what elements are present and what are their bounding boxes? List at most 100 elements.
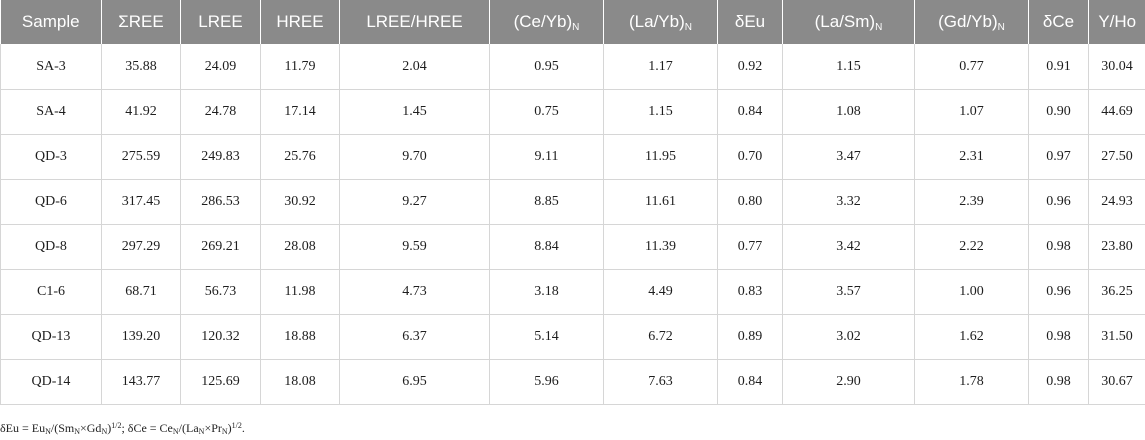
- table-row: SA-4 41.92 24.78 17.14 1.45 0.75 1.15 0.84 1.08 1…: [0, 89, 1145, 135]
- value-cell: 139.20: [101, 314, 181, 360]
- col-header-sample: Sample: [0, 0, 102, 44]
- value-cell: 0.83: [717, 269, 783, 315]
- value-cell: 0.96: [1028, 269, 1089, 315]
- value-cell: 317.45: [101, 179, 181, 225]
- value-cell: 6.72: [603, 314, 718, 360]
- value-cell: 1.07: [914, 89, 1029, 135]
- value-cell: 0.96: [1028, 179, 1089, 225]
- col-header-lree-hree: LREE/HREE: [339, 0, 490, 44]
- value-cell: 2.90: [782, 359, 915, 405]
- value-cell: 143.77: [101, 359, 181, 405]
- value-cell: 2.22: [914, 224, 1029, 270]
- col-header-y-ho: Y/Ho: [1088, 0, 1145, 44]
- value-cell: 297.29: [101, 224, 181, 270]
- value-cell: 0.98: [1028, 314, 1089, 360]
- col-header-gd-yb-n: (Gd/Yb)N: [914, 0, 1029, 44]
- value-cell: 3.42: [782, 224, 915, 270]
- value-cell: 2.04: [339, 44, 490, 90]
- value-cell: 44.69: [1088, 89, 1145, 135]
- value-cell: 30.67: [1088, 359, 1145, 405]
- value-cell: 4.49: [603, 269, 718, 315]
- sample-cell: C1-6: [0, 269, 102, 315]
- value-cell: 0.97: [1028, 134, 1089, 180]
- table-footnote: δEu = EuN/(SmN×GdN)1/2; δCe = CeN/(LaN×P…: [0, 421, 245, 436]
- value-cell: 3.47: [782, 134, 915, 180]
- sample-cell: QD-14: [0, 359, 102, 405]
- value-cell: 1.15: [603, 89, 718, 135]
- value-cell: 17.14: [260, 89, 340, 135]
- value-cell: 11.95: [603, 134, 718, 180]
- col-header-la-yb-n: (La/Yb)N: [603, 0, 718, 44]
- value-cell: 9.11: [489, 134, 604, 180]
- table-row: SA-3 35.88 24.09 11.79 2.04 0.95 1.17 0.92 1.15 0…: [0, 44, 1145, 90]
- ree-data-table: Sample ΣREE LREE HREE LREE/HREE (Ce/Yb)N…: [0, 0, 1145, 405]
- col-header-lree: LREE: [180, 0, 261, 44]
- value-cell: 120.32: [180, 314, 261, 360]
- col-header-delta-ce: δCe: [1028, 0, 1089, 44]
- value-cell: 9.27: [339, 179, 490, 225]
- value-cell: 11.98: [260, 269, 340, 315]
- table-row: QD-13 139.20 120.32 18.88 6.37 5.14 6.72 0.89 3.…: [0, 314, 1145, 360]
- col-header-ce-yb-n: (Ce/Yb)N: [489, 0, 604, 44]
- value-cell: 1.08: [782, 89, 915, 135]
- value-cell: 23.80: [1088, 224, 1145, 270]
- value-cell: 2.39: [914, 179, 1029, 225]
- value-cell: 68.71: [101, 269, 181, 315]
- col-header-hree: HREE: [260, 0, 340, 44]
- value-cell: 125.69: [180, 359, 261, 405]
- sample-cell: QD-6: [0, 179, 102, 225]
- value-cell: 0.90: [1028, 89, 1089, 135]
- value-cell: 9.70: [339, 134, 490, 180]
- value-cell: 11.39: [603, 224, 718, 270]
- value-cell: 0.84: [717, 359, 783, 405]
- value-cell: 24.93: [1088, 179, 1145, 225]
- value-cell: 11.79: [260, 44, 340, 90]
- value-cell: 0.84: [717, 89, 783, 135]
- value-cell: 1.00: [914, 269, 1029, 315]
- value-cell: 3.18: [489, 269, 604, 315]
- value-cell: 1.78: [914, 359, 1029, 405]
- sample-cell: SA-3: [0, 44, 102, 90]
- value-cell: 0.92: [717, 44, 783, 90]
- value-cell: 1.45: [339, 89, 490, 135]
- value-cell: 25.76: [260, 134, 340, 180]
- col-header-sum-ree: ΣREE: [101, 0, 181, 44]
- value-cell: 1.15: [782, 44, 915, 90]
- table-row: C1-6 68.71 56.73 11.98 4.73 3.18 4.49 0.83 3.57 1…: [0, 269, 1145, 315]
- value-cell: 30.04: [1088, 44, 1145, 90]
- table-row: QD-8 297.29 269.21 28.08 9.59 8.84 11.39 0.77 3.…: [0, 224, 1145, 270]
- value-cell: 0.80: [717, 179, 783, 225]
- table-body: SA-3 35.88 24.09 11.79 2.04 0.95 1.17 0.92 1.15 0…: [0, 44, 1145, 405]
- value-cell: 1.62: [914, 314, 1029, 360]
- value-cell: 0.75: [489, 89, 604, 135]
- value-cell: 41.92: [101, 89, 181, 135]
- value-cell: 6.95: [339, 359, 490, 405]
- value-cell: 11.61: [603, 179, 718, 225]
- value-cell: 5.96: [489, 359, 604, 405]
- value-cell: 0.70: [717, 134, 783, 180]
- value-cell: 4.73: [339, 269, 490, 315]
- value-cell: 56.73: [180, 269, 261, 315]
- value-cell: 3.57: [782, 269, 915, 315]
- value-cell: 27.50: [1088, 134, 1145, 180]
- value-cell: 0.89: [717, 314, 783, 360]
- value-cell: 18.88: [260, 314, 340, 360]
- value-cell: 6.37: [339, 314, 490, 360]
- value-cell: 24.78: [180, 89, 261, 135]
- value-cell: 0.77: [914, 44, 1029, 90]
- value-cell: 30.92: [260, 179, 340, 225]
- value-cell: 0.98: [1028, 224, 1089, 270]
- value-cell: 286.53: [180, 179, 261, 225]
- value-cell: 28.08: [260, 224, 340, 270]
- sample-cell: SA-4: [0, 89, 102, 135]
- value-cell: 0.91: [1028, 44, 1089, 90]
- col-header-delta-eu: δEu: [717, 0, 783, 44]
- value-cell: 2.31: [914, 134, 1029, 180]
- value-cell: 24.09: [180, 44, 261, 90]
- value-cell: 36.25: [1088, 269, 1145, 315]
- sample-cell: QD-13: [0, 314, 102, 360]
- value-cell: 9.59: [339, 224, 490, 270]
- sample-cell: QD-3: [0, 134, 102, 180]
- value-cell: 275.59: [101, 134, 181, 180]
- value-cell: 31.50: [1088, 314, 1145, 360]
